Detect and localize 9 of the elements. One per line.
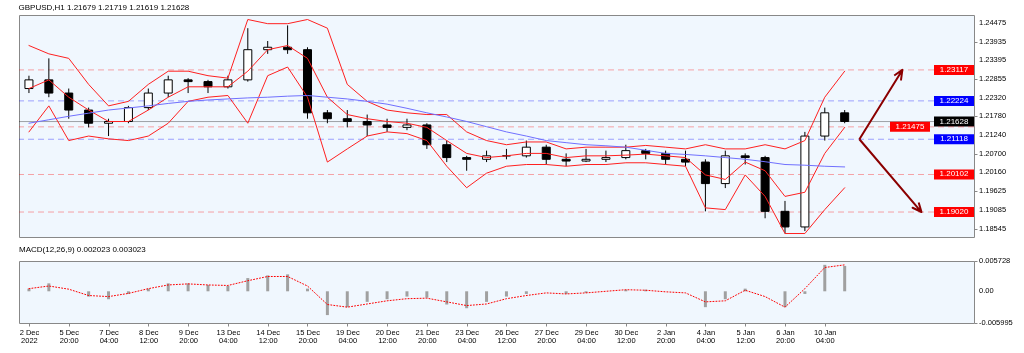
chart-title: GBPUSD,H1 1.21679 1.21719 1.21619 1.21628 bbox=[18, 3, 190, 12]
ref-line-label: 1.20102 bbox=[939, 169, 970, 179]
ref-line-label: 1.21118 bbox=[940, 134, 969, 144]
chart-title: MACD(12,26,9) 0.002023 0.003023 bbox=[19, 245, 147, 254]
ref-line-label: 1.21475 bbox=[895, 121, 926, 131]
ref-line-label: 1.23117 bbox=[939, 64, 969, 74]
ref-line-label: 1.22224 bbox=[939, 95, 970, 105]
ref-line-label: 1.19020 bbox=[939, 207, 970, 217]
ref-line-label: 1.21628 bbox=[939, 116, 970, 126]
